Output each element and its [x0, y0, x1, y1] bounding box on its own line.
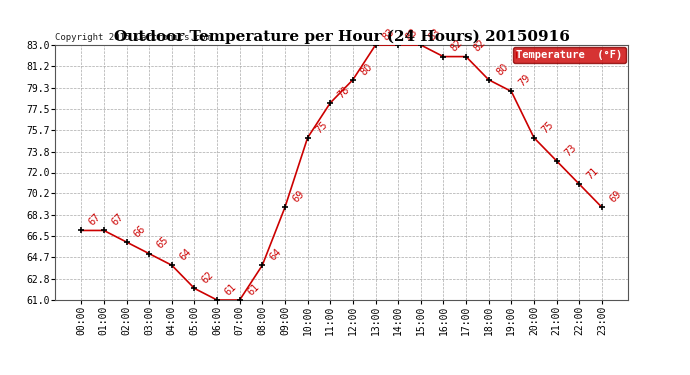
- Text: 83: 83: [404, 27, 420, 42]
- Title: Outdoor Temperature per Hour (24 Hours) 20150916: Outdoor Temperature per Hour (24 Hours) …: [114, 30, 569, 44]
- Text: 80: 80: [358, 61, 374, 77]
- Text: 69: 69: [607, 189, 623, 204]
- Text: 82: 82: [471, 38, 487, 54]
- Text: 62: 62: [200, 270, 216, 286]
- Text: 71: 71: [585, 165, 600, 182]
- Text: 67: 67: [110, 212, 126, 228]
- Text: 66: 66: [132, 224, 148, 239]
- Text: 64: 64: [268, 247, 284, 262]
- Text: 79: 79: [517, 73, 533, 88]
- Text: 65: 65: [155, 235, 170, 251]
- Text: 82: 82: [449, 38, 465, 54]
- Text: 80: 80: [494, 61, 510, 77]
- Text: 75: 75: [540, 119, 555, 135]
- Text: Copyright 2015 Cartronics.com: Copyright 2015 Cartronics.com: [55, 33, 211, 42]
- Text: 61: 61: [223, 282, 238, 297]
- Text: 67: 67: [87, 212, 103, 228]
- Text: 69: 69: [290, 189, 306, 204]
- Text: 83: 83: [426, 27, 442, 42]
- Text: 78: 78: [336, 84, 352, 100]
- Text: 83: 83: [381, 27, 397, 42]
- Text: 61: 61: [245, 282, 261, 297]
- Text: 64: 64: [177, 247, 193, 262]
- Legend: Temperature  (°F): Temperature (°F): [513, 47, 626, 63]
- Text: 73: 73: [562, 142, 578, 158]
- Text: 75: 75: [313, 119, 329, 135]
